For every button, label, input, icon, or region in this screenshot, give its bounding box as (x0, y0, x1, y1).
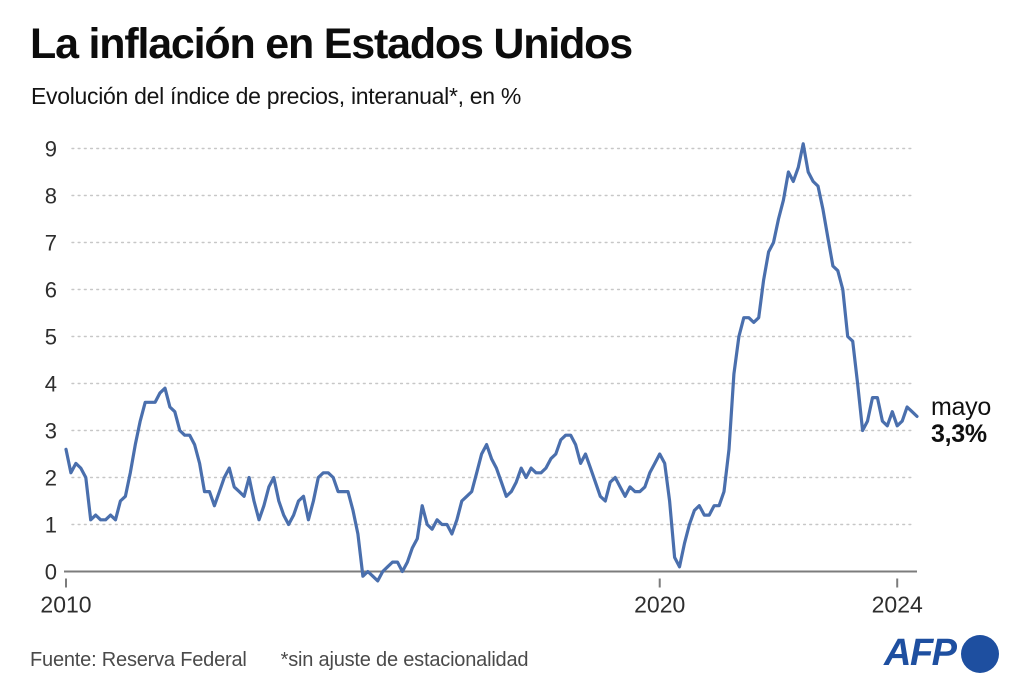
svg-text:9: 9 (45, 137, 57, 162)
afp-logo: AFP (884, 632, 999, 675)
svg-text:0: 0 (45, 560, 57, 585)
svg-text:3: 3 (45, 419, 57, 444)
svg-text:1: 1 (45, 513, 57, 538)
chart-layer: 0 1 2 3 4 5 6 7 8 9 2010 2020 2024 (40, 137, 923, 618)
annotation-value-label: 3,3% (931, 420, 987, 448)
footnote-text: *sin ajuste de estacionalidad (280, 649, 529, 671)
svg-text:8: 8 (45, 184, 57, 209)
svg-text:7: 7 (45, 231, 57, 256)
svg-text:2020: 2020 (634, 592, 685, 618)
afp-logo-circle-icon (960, 634, 999, 673)
source-text: Fuente: Reserva Federal (30, 649, 247, 671)
footer: Fuente: Reserva Federal *sin ajuste de e… (30, 649, 529, 672)
svg-text:2024: 2024 (872, 592, 923, 618)
svg-text:2: 2 (45, 466, 57, 491)
svg-text:4: 4 (45, 372, 57, 397)
page-title: La inflación en Estados Unidos (30, 20, 633, 68)
page-subtitle: Evolución del índice de precios, interan… (31, 83, 522, 109)
end-point-annotation: mayo 3,3% (931, 394, 991, 448)
afp-logo-text: AFP (884, 632, 957, 674)
svg-text:6: 6 (45, 278, 57, 303)
svg-text:2010: 2010 (40, 592, 91, 618)
annotation-month-label: mayo (931, 393, 991, 421)
svg-text:5: 5 (45, 325, 57, 350)
